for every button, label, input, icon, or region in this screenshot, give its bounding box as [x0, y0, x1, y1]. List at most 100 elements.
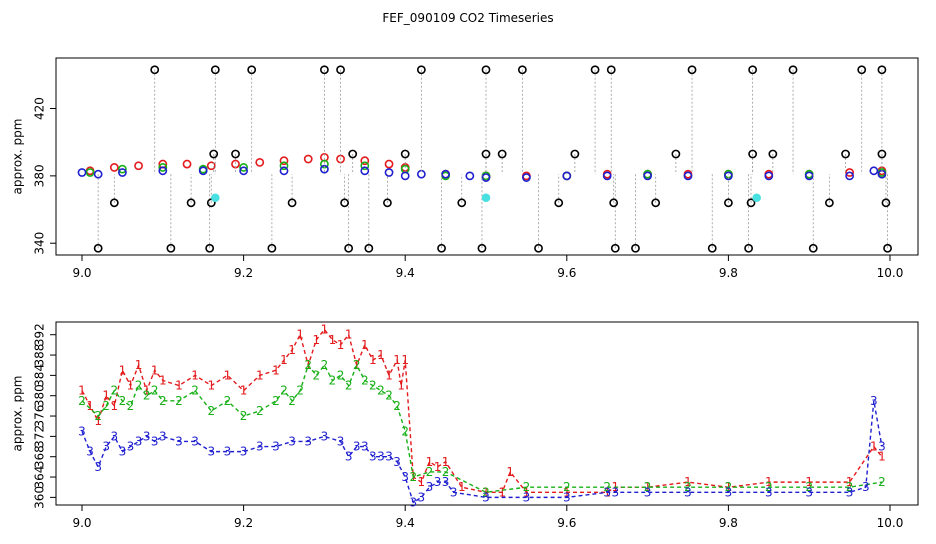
data-point-label: 2 — [207, 404, 215, 418]
series-flag — [93, 65, 892, 253]
data-point-label: 3 — [563, 490, 571, 504]
x-tick-label: 9.2 — [234, 516, 253, 530]
data-point — [198, 166, 208, 176]
x-tick-label: 10.0 — [877, 516, 904, 530]
series-line-ch3 — [81, 400, 883, 504]
data-point-label: 1 — [385, 368, 393, 382]
data-point-label: 1 — [765, 475, 773, 489]
data-point-label: 2 — [321, 358, 329, 372]
data-point-label: 3 — [369, 450, 377, 464]
data-point-label: 2 — [312, 368, 320, 382]
data-point — [590, 65, 600, 75]
data-point — [877, 149, 887, 159]
data-point-label: 3 — [240, 445, 248, 459]
data-point-label: 1 — [240, 384, 248, 398]
x-tick-label: 9.8 — [719, 266, 738, 280]
data-point-label: 2 — [94, 409, 102, 423]
y-tick-label: 380 — [33, 164, 47, 187]
data-point — [554, 198, 564, 208]
bottom-panel: 9.0 9.2 9.4 9.6 9.8 10.0 360364368372376380384… — [11, 321, 919, 530]
data-point — [158, 166, 168, 176]
data-point — [109, 198, 119, 208]
data-point-label: 3 — [78, 424, 86, 438]
y-tick-label: 420 — [33, 97, 47, 120]
series-ch3 — [77, 164, 887, 182]
data-point — [857, 65, 867, 75]
data-point-label: 3 — [119, 445, 127, 459]
data-point-label: 2 — [563, 480, 571, 494]
data-point — [77, 168, 87, 177]
data-point — [383, 198, 392, 208]
data-point — [360, 161, 370, 171]
data-point — [118, 168, 127, 177]
data-point — [384, 159, 394, 169]
data-point-label: 1 — [296, 328, 304, 342]
data-point-label: 2 — [523, 480, 531, 494]
data-point-label: 2 — [329, 373, 337, 387]
data-point — [481, 65, 491, 75]
data-point-label: 1 — [805, 475, 813, 489]
data-point-label: 3 — [272, 440, 280, 454]
data-point-label: 2 — [846, 480, 854, 494]
data-point — [631, 243, 640, 253]
data-point — [384, 168, 394, 177]
data-point-label: 1 — [127, 379, 135, 393]
data-point — [687, 65, 697, 75]
data-point-label: 2 — [345, 379, 353, 393]
data-point-label: 1 — [397, 379, 405, 393]
y-tick-label: 360 — [33, 486, 47, 509]
data-point — [883, 243, 892, 253]
data-point — [247, 65, 257, 75]
data-point — [744, 243, 753, 253]
data-point-label: 1 — [418, 475, 426, 489]
data-point-label: 2 — [288, 394, 296, 408]
data-point-label: 2 — [224, 394, 232, 408]
data-point-label: 1 — [329, 333, 337, 347]
data-point — [497, 149, 507, 159]
data-point-label: 2 — [102, 399, 110, 413]
data-point — [570, 149, 580, 159]
data-point-label: 1 — [878, 450, 886, 464]
data-point-label: 3 — [175, 434, 183, 448]
data-point-label: 1 — [523, 485, 531, 499]
data-point-label: 1 — [159, 373, 167, 387]
data-point-label: 3 — [765, 485, 773, 499]
data-point — [166, 243, 176, 253]
data-point — [602, 171, 612, 181]
data-point — [206, 161, 216, 171]
data-point — [481, 193, 491, 203]
data-point-label: 1 — [256, 368, 264, 382]
data-point-label: 2 — [409, 470, 417, 484]
series-cyan — [211, 193, 761, 203]
data-point — [267, 243, 277, 253]
data-point-label: 1 — [353, 358, 361, 372]
x-tick-label: 9.4 — [396, 516, 415, 530]
data-point — [109, 163, 119, 172]
data-point-label: 2 — [482, 485, 490, 499]
data-point-label: 1 — [846, 475, 854, 489]
data-point-label: 1 — [280, 353, 288, 367]
data-point-label: 1 — [377, 348, 385, 362]
data-point-label: 3 — [159, 429, 167, 443]
data-point — [881, 198, 891, 208]
data-point-label: 1 — [110, 399, 118, 413]
data-point — [457, 198, 467, 208]
data-point-label: 2 — [191, 384, 199, 398]
data-point-label: 2 — [110, 384, 118, 398]
data-point — [869, 166, 879, 176]
data-point-label: 1 — [426, 455, 434, 469]
data-point-label: 2 — [369, 379, 377, 393]
data-point — [788, 65, 798, 75]
data-point-label: 1 — [102, 389, 110, 403]
data-point-label: 3 — [207, 445, 215, 459]
data-point-label: 3 — [224, 445, 232, 459]
y-tick-label: 376 — [33, 405, 47, 428]
data-point-label: 3 — [870, 394, 878, 408]
data-point — [340, 198, 349, 208]
y-tick-label: 380 — [33, 384, 47, 407]
data-point-label: 1 — [191, 368, 199, 382]
data-point-label: 2 — [401, 424, 409, 438]
